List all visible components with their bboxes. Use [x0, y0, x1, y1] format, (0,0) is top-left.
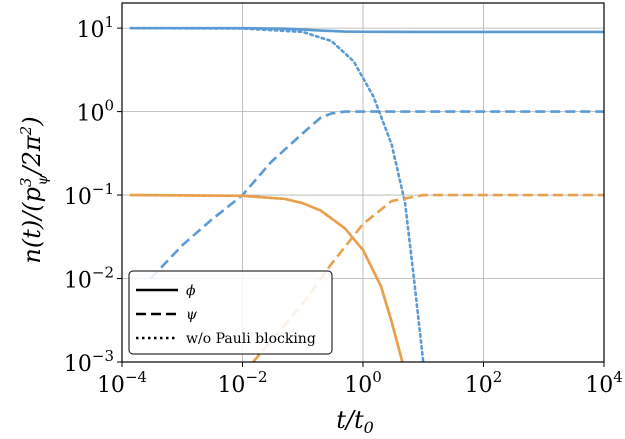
legend-box	[128, 270, 333, 355]
series-line-orange-dotted	[129, 193, 404, 362]
legend: ϕ ψ w/o Pauli blocking	[128, 270, 333, 355]
y-tick-label: 10−1	[64, 180, 114, 210]
x-axis-label: t/t0	[336, 406, 374, 437]
x-tick-label: 100	[344, 368, 382, 398]
x-tick-label: 10−4	[97, 368, 147, 398]
legend-label-psi: ψ	[186, 307, 198, 323]
svg-text:n(t)/(p3ψ/2π2): n(t)/(p3ψ/2π2)	[17, 116, 51, 263]
x-axis: 10−4 10−2 100 102 104	[97, 362, 623, 398]
y-axis: 10−3 10−2 10−1 100 101	[64, 13, 122, 377]
x-tick-label: 102	[465, 368, 503, 398]
legend-label-no-pauli: w/o Pauli blocking	[186, 331, 316, 347]
y-axis-label: n(t)/(p3ψ/2π2)	[17, 116, 51, 263]
legend-label-phi: ϕ	[186, 283, 196, 299]
y-tick-label: 10−3	[64, 347, 114, 377]
y-tick-label: 100	[76, 97, 114, 127]
y-tick-label: 10−2	[64, 264, 114, 294]
series-line-blue-dotted	[129, 26, 425, 362]
y-tick-label: 101	[76, 13, 114, 43]
x-tick-label: 10−2	[217, 368, 267, 398]
series-line-blue-dashed	[149, 110, 604, 280]
x-tick-label: 104	[585, 368, 623, 398]
